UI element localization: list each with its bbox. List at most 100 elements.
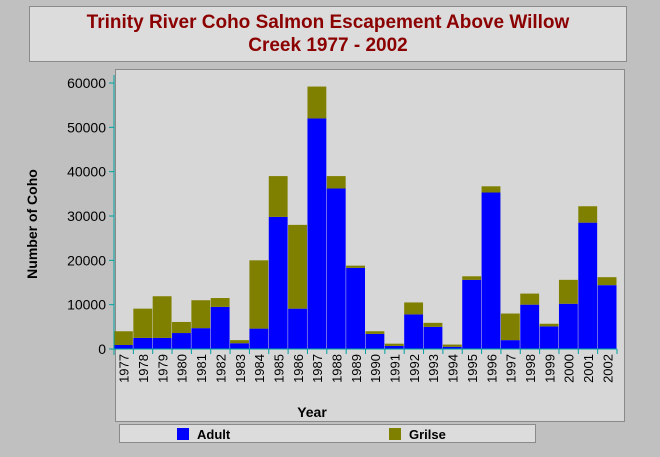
x-tick-label-1984: 1984 [252, 354, 267, 383]
x-tick-label-1996: 1996 [484, 354, 499, 383]
bar-adult-1983 [230, 343, 249, 349]
bar-adult-1988 [326, 188, 346, 349]
x-tick-label-1991: 1991 [388, 354, 403, 383]
plot-area-background [115, 69, 625, 422]
legend-item-grilse: Grilse [389, 426, 446, 442]
bar-adult-1992 [404, 314, 424, 349]
legend-swatch-grilse [389, 428, 401, 440]
bar-grilse-1992 [404, 302, 424, 315]
legend: Adult Grilse [119, 424, 536, 443]
bar-adult-1993 [423, 326, 443, 349]
x-tick-label-1987: 1987 [310, 354, 325, 383]
bar-grilse-1988 [326, 176, 346, 189]
y-tick-label-20000: 20000 [67, 252, 106, 268]
legend-item-adult: Adult [177, 426, 231, 442]
bar-grilse-1981 [191, 300, 211, 329]
legend-label-adult: Adult [197, 426, 231, 442]
bar-adult-1986 [288, 308, 307, 349]
bar-adult-1985 [268, 216, 288, 349]
bar-grilse-1986 [288, 224, 307, 309]
bar-adult-1990 [365, 333, 385, 349]
x-tick-label-1992: 1992 [407, 354, 422, 383]
bar-grilse-1979 [152, 296, 172, 338]
bar-adult-1991 [384, 345, 404, 349]
y-tick-label-0: 0 [98, 341, 106, 357]
bar-grilse-1995 [462, 276, 482, 280]
bar-grilse-2001 [578, 206, 598, 223]
x-tick-label-1994: 1994 [446, 354, 461, 383]
bar-adult-1978 [133, 337, 153, 349]
x-tick-label-1995: 1995 [465, 354, 480, 383]
bar-grilse-1997 [500, 313, 520, 341]
x-tick-label-1993: 1993 [426, 354, 441, 383]
bar-grilse-2002 [597, 277, 617, 286]
y-tick-label-60000: 60000 [67, 75, 106, 91]
bar-adult-1977 [114, 345, 133, 349]
bar-grilse-1991 [384, 343, 404, 346]
bar-grilse-2000 [558, 279, 578, 304]
x-tick-label-1989: 1989 [349, 354, 364, 383]
x-axis-label: Year [297, 404, 327, 420]
bar-grilse-1994 [442, 344, 462, 347]
bars-group [114, 86, 617, 349]
x-tick-label-1988: 1988 [329, 354, 344, 383]
bar-adult-1989 [346, 267, 365, 349]
x-tick-label-2001: 2001 [581, 354, 596, 383]
bar-grilse-1998 [520, 293, 540, 305]
x-tick-label-1986: 1986 [291, 354, 306, 383]
bar-adult-2001 [578, 222, 598, 349]
bar-adult-1999 [539, 326, 559, 349]
chart-title: Trinity River Coho Salmon Escapement Abo… [29, 6, 627, 62]
bar-adult-1980 [172, 333, 191, 349]
x-tick-label-1981: 1981 [194, 354, 209, 383]
axes-group: 0 10000 20000 30000 40000 50000 60000 1977 1978 1… [67, 75, 618, 383]
x-tick-label-1997: 1997 [504, 354, 519, 383]
bar-adult-1995 [462, 279, 482, 349]
bar-adult-1994 [442, 346, 462, 349]
bar-adult-2000 [558, 303, 578, 349]
bar-adult-1998 [520, 304, 540, 349]
x-tick-label-2002: 2002 [600, 354, 615, 383]
bar-adult-1979 [152, 337, 172, 349]
y-tick-label-10000: 10000 [67, 297, 106, 313]
x-tick-label-1978: 1978 [136, 354, 151, 383]
bar-adult-1997 [500, 340, 520, 349]
y-tick-label-30000: 30000 [67, 208, 106, 224]
bar-grilse-1990 [365, 331, 385, 334]
x-tick-label-1990: 1990 [368, 354, 383, 383]
bar-adult-2002 [597, 285, 617, 349]
bar-adult-1987 [307, 118, 327, 349]
bar-grilse-1984 [249, 260, 269, 329]
x-tick-label-1998: 1998 [523, 354, 538, 383]
bar-adult-1982 [210, 306, 230, 349]
y-tick-label-50000: 50000 [67, 119, 106, 135]
x-tick-label-1983: 1983 [233, 354, 248, 383]
bar-adult-1981 [191, 328, 211, 349]
y-tick-label-40000: 40000 [67, 164, 106, 180]
bar-grilse-1985 [268, 176, 288, 217]
y-axis-label: Number of Coho [24, 169, 40, 279]
bar-grilse-1982 [210, 298, 230, 307]
bar-grilse-1996 [481, 186, 501, 193]
bar-grilse-1993 [423, 322, 443, 327]
x-tick-label-1982: 1982 [213, 354, 228, 383]
bar-grilse-1978 [133, 308, 153, 338]
bar-adult-1996 [481, 192, 501, 349]
x-tick-label-1985: 1985 [271, 354, 286, 383]
bar-grilse-1987 [307, 86, 327, 119]
bar-adult-1984 [249, 328, 269, 349]
bar-grilse-1980 [172, 321, 191, 334]
x-tick-label-1999: 1999 [542, 354, 557, 383]
chart-title-line-2: Creek 1977 - 2002 [248, 35, 408, 56]
x-tick-label-1979: 1979 [155, 354, 170, 383]
bar-grilse-1983 [230, 340, 249, 344]
bar-grilse-1999 [539, 323, 559, 327]
bar-grilse-1977 [114, 331, 133, 346]
x-tick-label-2000: 2000 [562, 354, 577, 383]
x-tick-label-1977: 1977 [117, 354, 132, 383]
legend-swatch-adult [177, 428, 189, 440]
x-tick-label-1980: 1980 [175, 354, 190, 383]
legend-label-grilse: Grilse [409, 426, 446, 442]
